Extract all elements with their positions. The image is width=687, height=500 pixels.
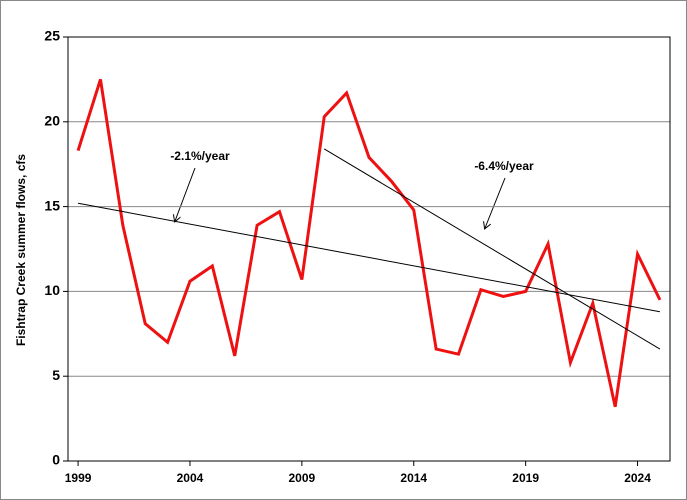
x-tick-label: 2009 [289,471,316,485]
annotation-arrow [485,177,506,228]
x-tick-label: 2004 [177,471,204,485]
x-tick-label: 1999 [65,471,92,485]
trend-line [77,202,661,313]
x-tick-label: 2024 [624,471,651,485]
x-tick-label: 2019 [512,471,539,485]
y-tick-label: 5 [52,367,60,383]
x-tick-label: 2014 [400,471,427,485]
data-line [76,78,662,408]
y-axis-label: Fishtrap Creek summer flows, cfs [14,154,28,346]
annotation: -2.1%/year [170,149,230,163]
y-tick-label: 20 [44,113,60,129]
y-tick-label: 0 [52,452,60,468]
y-tick-label: 25 [44,28,60,44]
annotation-arrow [175,167,196,221]
trend-line [323,148,661,350]
y-tick-label: 15 [44,197,60,213]
y-tick-label: 10 [44,282,60,298]
plot-area [67,36,671,462]
annotation: -6.4%/year [474,159,534,173]
